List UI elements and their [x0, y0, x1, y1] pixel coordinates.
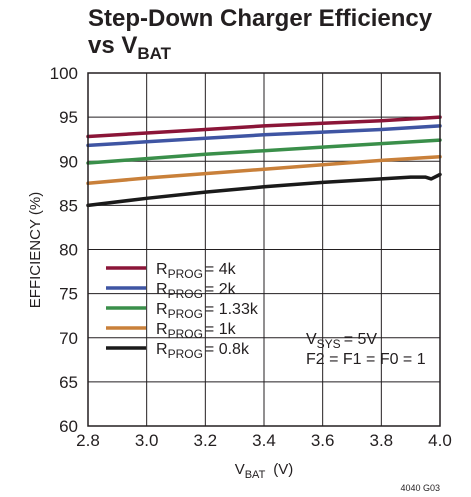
chart-title-line1: Step-Down Charger Efficiency [88, 5, 433, 32]
annotation-vsys: VSYS = 5V [306, 331, 377, 351]
legend-label-sub: PROG [168, 287, 203, 301]
y-tick-label: 65 [59, 373, 78, 392]
y-tick-label: 60 [59, 417, 78, 436]
chart-title-line2-sub: BAT [137, 44, 171, 63]
chart-title-line2: vs VBAT [88, 32, 172, 63]
x-tick-label: 3.2 [194, 431, 218, 450]
x-axis-label-sub: BAT [245, 469, 266, 481]
x-tick-label: 3.6 [311, 431, 335, 450]
y-tick-label: 75 [59, 285, 78, 304]
x-tick-label: 3.8 [370, 431, 394, 450]
series-line-0 [86, 115, 442, 139]
legend-label-4: RPROG = 0.8k [156, 341, 250, 361]
plot-frame [87, 72, 441, 427]
legend-label-main: R [156, 341, 168, 358]
x-tick-label: 3.4 [252, 431, 276, 450]
legend-label-value: = 2k [205, 281, 237, 298]
x-axis-label: VBAT (V) [235, 461, 294, 481]
x-axis-label-main: V [235, 461, 245, 478]
x-tick-label: 3.0 [135, 431, 159, 450]
legend-label-3: RPROG = 1k [156, 321, 237, 341]
annotation-vsys-sub: SYS [317, 337, 341, 351]
x-tick-label: 2.8 [76, 431, 100, 450]
legend-label-0: RPROG = 4k [156, 261, 237, 281]
series-line-2 [86, 138, 442, 165]
legend-label-sub: PROG [168, 307, 203, 321]
x-tick-labels: 2.8 3.0 3.2 3.4 3.6 3.8 4.0 [76, 431, 452, 450]
legend-label-value: = 1k [205, 321, 237, 338]
legend-label-2: RPROG = 1.33k [156, 301, 259, 321]
legend-label-sub: PROG [168, 327, 203, 341]
series-line-4 [86, 172, 442, 208]
legend-label-main: R [156, 261, 168, 278]
y-tick-label: 85 [59, 196, 78, 215]
legend-label-main: R [156, 321, 168, 338]
y-tick-label: 90 [59, 152, 78, 171]
legend-label-sub: PROG [168, 347, 203, 361]
annotation-vsys-value: = 5V [344, 331, 378, 348]
y-tick-label: 100 [50, 64, 78, 83]
y-tick-label: 95 [59, 108, 78, 127]
legend-label-value: = 1.33k [205, 301, 259, 318]
series-line-1 [86, 124, 442, 148]
legend-label-sub: PROG [168, 267, 203, 281]
legend-label-main: R [156, 301, 168, 318]
legend-label-1: RPROG = 2k [156, 281, 237, 301]
annotation-flags: F2 = F1 = F0 = 1 [306, 351, 426, 368]
figure-code: 4040 G03 [400, 483, 440, 493]
y-tick-labels: 60 65 70 75 80 85 90 95 100 [50, 64, 78, 436]
y-axis-label: EFFICIENCY (%) [27, 192, 44, 308]
legend-label-value: = 0.8k [205, 341, 250, 358]
series-lines [86, 115, 442, 208]
x-axis-label-unit: (V) [273, 461, 293, 478]
y-tick-label: 80 [59, 241, 78, 260]
x-tick-label: 4.0 [428, 431, 452, 450]
annotation-vsys-main: V [306, 331, 317, 348]
chart-title-line2-main: vs V [88, 32, 137, 59]
legend-label-value: = 4k [205, 261, 237, 278]
series-line-3 [86, 155, 442, 186]
y-tick-label: 70 [59, 329, 78, 348]
legend-label-main: R [156, 281, 168, 298]
